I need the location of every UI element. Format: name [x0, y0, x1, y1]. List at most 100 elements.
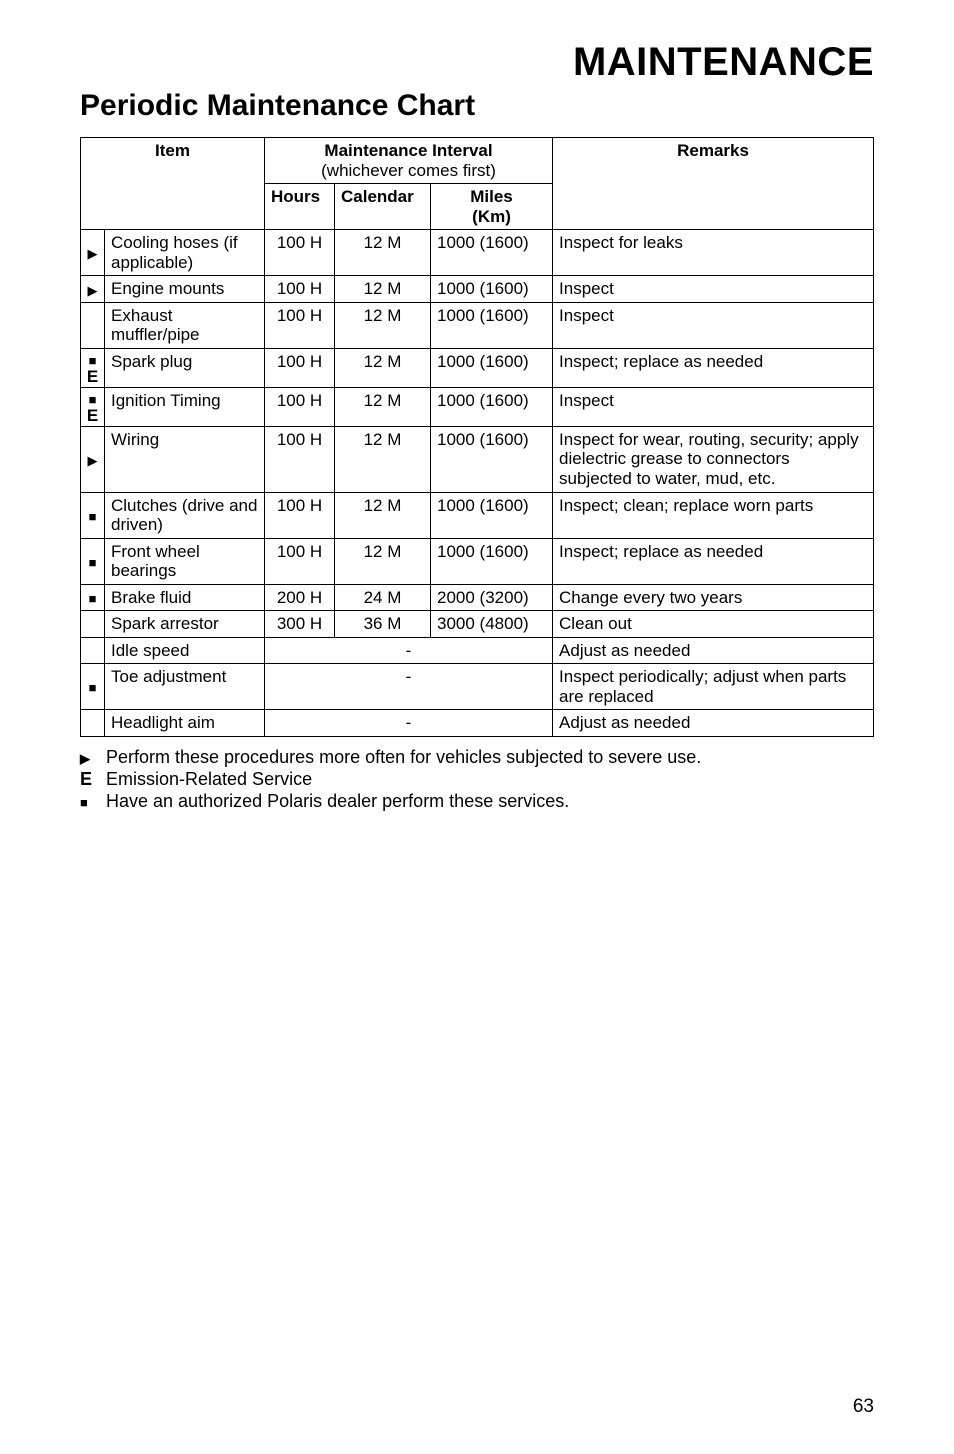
row-hours: 100 H — [265, 302, 335, 348]
row-item: Ignition Timing — [105, 387, 265, 426]
row-hours: 100 H — [265, 538, 335, 584]
row-miles: 1000 (1600) — [431, 426, 553, 492]
row-symbol: ■E — [81, 348, 105, 387]
row-symbol — [81, 710, 105, 737]
header-miles: Miles (Km) — [431, 184, 553, 230]
maintenance-table: Item Maintenance Interval (whichever com… — [80, 137, 874, 737]
row-item: Spark plug — [105, 348, 265, 387]
row-miles: 3000 (4800) — [431, 611, 553, 638]
row-remarks: Adjust as needed — [553, 637, 874, 664]
main-title: MAINTENANCE — [80, 40, 874, 85]
row-calendar: 12 M — [335, 387, 431, 426]
header-interval-text: Maintenance Interval — [324, 141, 492, 160]
header-hours: Hours — [265, 184, 335, 230]
row-miles: 2000 (3200) — [431, 584, 553, 611]
row-symbol: ■ — [81, 664, 105, 710]
row-hours: 100 H — [265, 348, 335, 387]
header-km-text: (Km) — [472, 207, 511, 226]
row-item: Spark arrestor — [105, 611, 265, 638]
row-item: Exhaust muffler/pipe — [105, 302, 265, 348]
table-row: ■ESpark plug100 H12 M1000 (1600)Inspect;… — [81, 348, 874, 387]
row-remarks: Inspect; replace as needed — [553, 538, 874, 584]
legend-text-1: Perform these procedures more often for … — [106, 747, 701, 768]
table-row: Headlight aim-Adjust as needed — [81, 710, 874, 737]
row-interval-merged: - — [265, 637, 553, 664]
table-row: ■Front wheel bearings100 H12 M1000 (1600… — [81, 538, 874, 584]
row-calendar: 12 M — [335, 302, 431, 348]
row-symbol: ■E — [81, 387, 105, 426]
row-remarks: Inspect for wear, routing, security; app… — [553, 426, 874, 492]
table-row: ■Clutches (drive and driven)100 H12 M100… — [81, 492, 874, 538]
table-row: Exhaust muffler/pipe100 H12 M1000 (1600)… — [81, 302, 874, 348]
row-calendar: 12 M — [335, 348, 431, 387]
row-item: Clutches (drive and driven) — [105, 492, 265, 538]
row-symbol: ■ — [81, 538, 105, 584]
row-calendar: 24 M — [335, 584, 431, 611]
sub-title: Periodic Maintenance Chart — [80, 89, 874, 123]
row-calendar: 12 M — [335, 492, 431, 538]
row-miles: 1000 (1600) — [431, 492, 553, 538]
row-item: Cooling hoses (if applicable) — [105, 230, 265, 276]
row-miles: 1000 (1600) — [431, 230, 553, 276]
row-hours: 100 H — [265, 230, 335, 276]
row-remarks: Inspect periodically; adjust when parts … — [553, 664, 874, 710]
row-interval-merged: - — [265, 664, 553, 710]
legend: Perform these procedures more often for … — [80, 747, 874, 812]
table-row: ▶Wiring100 H12 M1000 (1600)Inspect for w… — [81, 426, 874, 492]
table-row: ▶Cooling hoses (if applicable)100 H12 M1… — [81, 230, 874, 276]
row-miles: 1000 (1600) — [431, 302, 553, 348]
row-miles: 1000 (1600) — [431, 387, 553, 426]
row-remarks: Clean out — [553, 611, 874, 638]
row-remarks: Inspect for leaks — [553, 230, 874, 276]
row-item: Brake fluid — [105, 584, 265, 611]
row-interval-merged: - — [265, 710, 553, 737]
row-hours: 100 H — [265, 276, 335, 303]
table-row: ▶Engine mounts100 H12 M1000 (1600)Inspec… — [81, 276, 874, 303]
row-hours: 200 H — [265, 584, 335, 611]
header-calendar: Calendar — [335, 184, 431, 230]
header-item: Item — [81, 138, 265, 230]
row-hours: 100 H — [265, 387, 335, 426]
row-hours: 100 H — [265, 426, 335, 492]
header-interval: Maintenance Interval (whichever comes fi… — [265, 138, 553, 184]
row-symbol: ■ — [81, 492, 105, 538]
row-symbol: ▶ — [81, 276, 105, 303]
legend-square-icon — [80, 791, 106, 812]
row-calendar: 12 M — [335, 230, 431, 276]
row-remarks: Inspect — [553, 276, 874, 303]
row-calendar: 12 M — [335, 276, 431, 303]
row-item: Idle speed — [105, 637, 265, 664]
row-symbol — [81, 637, 105, 664]
row-symbol: ▶ — [81, 230, 105, 276]
legend-text-3: Have an authorized Polaris dealer perfor… — [106, 791, 569, 812]
row-miles: 1000 (1600) — [431, 538, 553, 584]
row-calendar: 12 M — [335, 538, 431, 584]
row-item: Toe adjustment — [105, 664, 265, 710]
header-remarks: Remarks — [553, 138, 874, 230]
row-symbol — [81, 611, 105, 638]
row-item: Headlight aim — [105, 710, 265, 737]
row-symbol — [81, 302, 105, 348]
page-number: 63 — [853, 1396, 874, 1418]
row-item: Wiring — [105, 426, 265, 492]
table-row: ■EIgnition Timing100 H12 M1000 (1600)Ins… — [81, 387, 874, 426]
row-item: Front wheel bearings — [105, 538, 265, 584]
legend-e-symbol: E — [80, 769, 106, 790]
row-remarks: Adjust as needed — [553, 710, 874, 737]
legend-triangle-icon — [80, 747, 106, 768]
row-calendar: 36 M — [335, 611, 431, 638]
row-remarks: Inspect; replace as needed — [553, 348, 874, 387]
row-miles: 1000 (1600) — [431, 276, 553, 303]
row-symbol: ▶ — [81, 426, 105, 492]
table-row: ■Toe adjustment-Inspect periodically; ad… — [81, 664, 874, 710]
table-row: Spark arrestor300 H36 M3000 (4800)Clean … — [81, 611, 874, 638]
row-symbol: ■ — [81, 584, 105, 611]
header-miles-text: Miles — [470, 187, 513, 206]
row-hours: 300 H — [265, 611, 335, 638]
table-row: ■Brake fluid200 H24 M2000 (3200)Change e… — [81, 584, 874, 611]
row-remarks: Inspect; clean; replace worn parts — [553, 492, 874, 538]
table-row: Idle speed-Adjust as needed — [81, 637, 874, 664]
row-remarks: Change every two years — [553, 584, 874, 611]
header-interval-sub: (whichever comes first) — [321, 161, 496, 180]
row-remarks: Inspect — [553, 387, 874, 426]
